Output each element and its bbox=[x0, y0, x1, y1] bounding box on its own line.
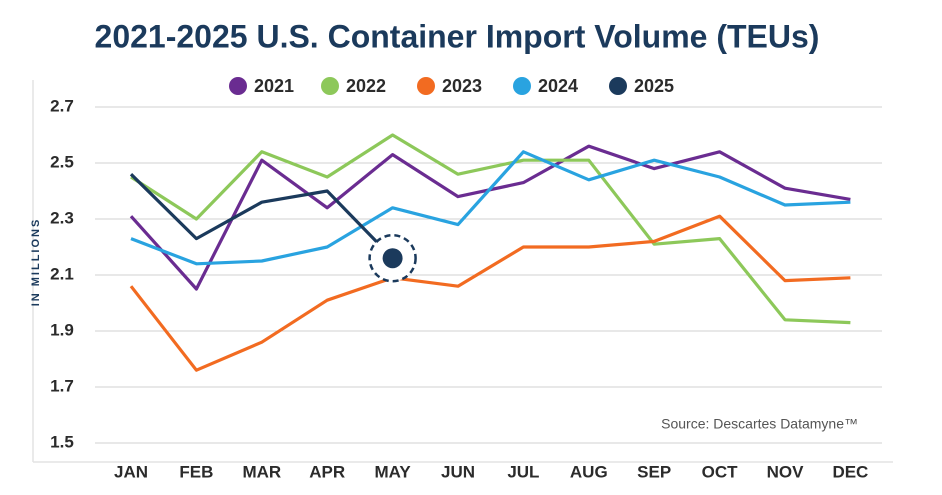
legend-swatch bbox=[417, 77, 435, 95]
x-tick-label: JAN bbox=[114, 462, 148, 481]
y-tick-label: 1.9 bbox=[50, 320, 74, 339]
x-tick-label: MAY bbox=[374, 462, 411, 481]
series-line bbox=[130, 133, 851, 325]
x-tick-label: FEB bbox=[179, 462, 213, 481]
series-line bbox=[130, 150, 851, 266]
x-tick-label: APR bbox=[309, 462, 345, 481]
x-tick-label: JUL bbox=[507, 462, 539, 481]
legend-swatch bbox=[321, 77, 339, 95]
x-tick-label: JUN bbox=[441, 462, 475, 481]
y-tick-label: 2.5 bbox=[50, 152, 74, 171]
legend-label: 2024 bbox=[538, 76, 578, 96]
legend-label: 2021 bbox=[254, 76, 294, 96]
y-tick-label: 1.5 bbox=[50, 432, 74, 451]
x-tick-label: AUG bbox=[570, 462, 608, 481]
legend-swatch bbox=[229, 77, 247, 95]
x-tick-label: MAR bbox=[242, 462, 281, 481]
y-tick-label: 2.7 bbox=[50, 96, 74, 115]
x-tick-label: SEP bbox=[637, 462, 671, 481]
y-axis-label: IN MILLIONS bbox=[30, 218, 42, 307]
highlight-point bbox=[382, 248, 403, 269]
source-note: Source: Descartes Datamyne™ bbox=[661, 416, 858, 432]
y-tick-label: 2.1 bbox=[50, 264, 74, 283]
legend-label: 2025 bbox=[634, 76, 674, 96]
legend-swatch bbox=[513, 77, 531, 95]
legend-swatch bbox=[609, 77, 627, 95]
x-tick-label: NOV bbox=[767, 462, 805, 481]
x-tick-label: DEC bbox=[832, 462, 868, 481]
chart-title: 2021-2025 U.S. Container Import Volume (… bbox=[95, 18, 820, 54]
series-line bbox=[129, 173, 394, 260]
series-line bbox=[129, 214, 851, 372]
legend-label: 2022 bbox=[346, 76, 386, 96]
y-tick-label: 1.7 bbox=[50, 376, 74, 395]
x-tick-label: OCT bbox=[702, 462, 739, 481]
y-tick-label: 2.3 bbox=[50, 208, 74, 227]
legend-label: 2023 bbox=[442, 76, 482, 96]
